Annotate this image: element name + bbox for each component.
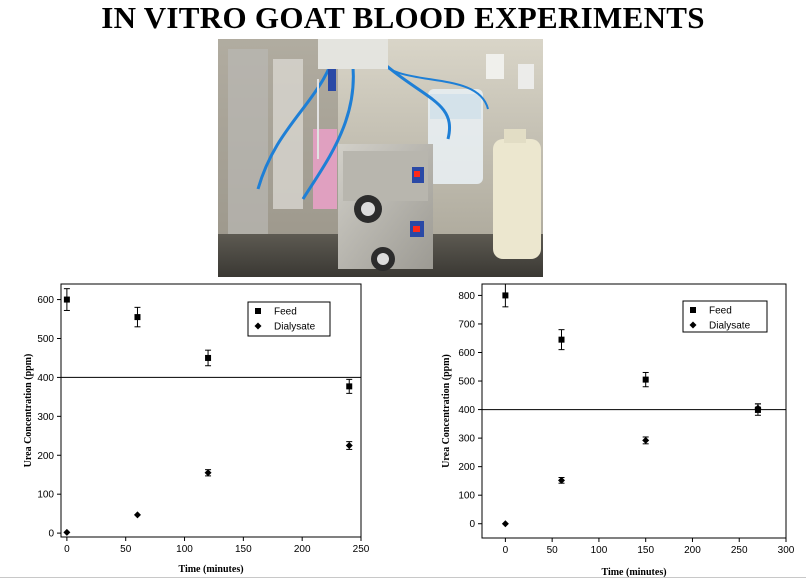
x-tick-label: 250 — [731, 545, 748, 556]
x-tick-label: 150 — [235, 544, 252, 555]
y-axis-label: Urea Concentration (ppm) — [23, 354, 34, 468]
dialysate-point — [345, 442, 353, 450]
feed-point — [63, 296, 70, 303]
legend-dialysate-marker — [689, 321, 697, 329]
x-tick-label: 100 — [591, 545, 608, 556]
dialysate-point — [754, 404, 762, 412]
y-tick-label: 500 — [458, 377, 475, 388]
chart-right: 0 50 100 150 200 250 300 0 100 200 300 400 500 600 700… — [441, 283, 795, 578]
y-tick-label: 100 — [37, 490, 54, 501]
x-tick-label: 0 — [64, 544, 70, 555]
feed-point — [642, 376, 649, 383]
y-tick-label: 200 — [458, 462, 475, 473]
x-tick-label: 100 — [176, 544, 193, 555]
dialysate-point — [501, 520, 509, 528]
x-tick-label: 250 — [353, 544, 370, 555]
legend-label: Dialysate — [709, 321, 751, 332]
lab-setup-illustration — [218, 39, 543, 277]
dialysate-point — [63, 528, 71, 536]
x-tick-label: 300 — [778, 545, 795, 556]
y-tick-label: 500 — [37, 334, 54, 345]
x-tick-label: 200 — [684, 545, 701, 556]
x-tick-label: 200 — [294, 544, 311, 555]
y-tick-label: 400 — [37, 373, 54, 384]
dialysate-point — [642, 436, 650, 444]
y-axis-label: Urea Concentration (ppm) — [441, 354, 452, 468]
x-tick-label: 50 — [120, 544, 132, 555]
legend-label: Feed — [709, 306, 732, 317]
legend-feed-marker — [255, 308, 261, 314]
legend-dialysate-marker — [254, 322, 262, 330]
feed-point — [558, 336, 565, 343]
legend-box — [682, 300, 768, 333]
lab-setup-photo — [218, 39, 543, 277]
y-tick-label: 100 — [458, 491, 475, 502]
chart-left: 0 50 100 150 200 250 0 100 200 300 400 500 600 Time (… — [23, 283, 370, 575]
y-tick-label: 300 — [458, 434, 475, 445]
x-tick-label: 50 — [547, 545, 559, 556]
y-tick-label: 0 — [48, 529, 54, 540]
y-tick-label: 600 — [458, 348, 475, 359]
slide-bottom-border — [0, 577, 806, 578]
y-tick-label: 600 — [37, 295, 54, 306]
x-tick-label: 150 — [637, 545, 654, 556]
feed-point — [205, 354, 212, 361]
dialysate-point — [133, 511, 141, 519]
feed-point — [346, 383, 353, 390]
y-tick-label: 700 — [458, 319, 475, 330]
y-tick-label: 0 — [469, 519, 475, 530]
plot-frame — [481, 283, 787, 539]
y-tick-label: 400 — [458, 405, 475, 416]
plot-frame — [60, 283, 362, 538]
legend-box — [247, 301, 331, 337]
x-axis-label: Time (minutes) — [178, 564, 243, 575]
legend-feed-marker — [690, 307, 696, 313]
feed-point — [502, 292, 509, 299]
x-axis-label: Time (minutes) — [601, 567, 666, 578]
dialysate-point — [558, 476, 566, 484]
y-tick-label: 300 — [37, 412, 54, 423]
y-tick-label: 200 — [37, 451, 54, 462]
y-tick-label: 800 — [458, 291, 475, 302]
slide-title: IN VITRO GOAT BLOOD EXPERIMENTS — [101, 0, 705, 35]
feed-point — [134, 314, 141, 321]
legend-label: Feed — [274, 307, 297, 318]
dialysate-point — [204, 469, 212, 477]
legend-label: Dialysate — [274, 322, 316, 333]
x-tick-label: 0 — [503, 545, 509, 556]
